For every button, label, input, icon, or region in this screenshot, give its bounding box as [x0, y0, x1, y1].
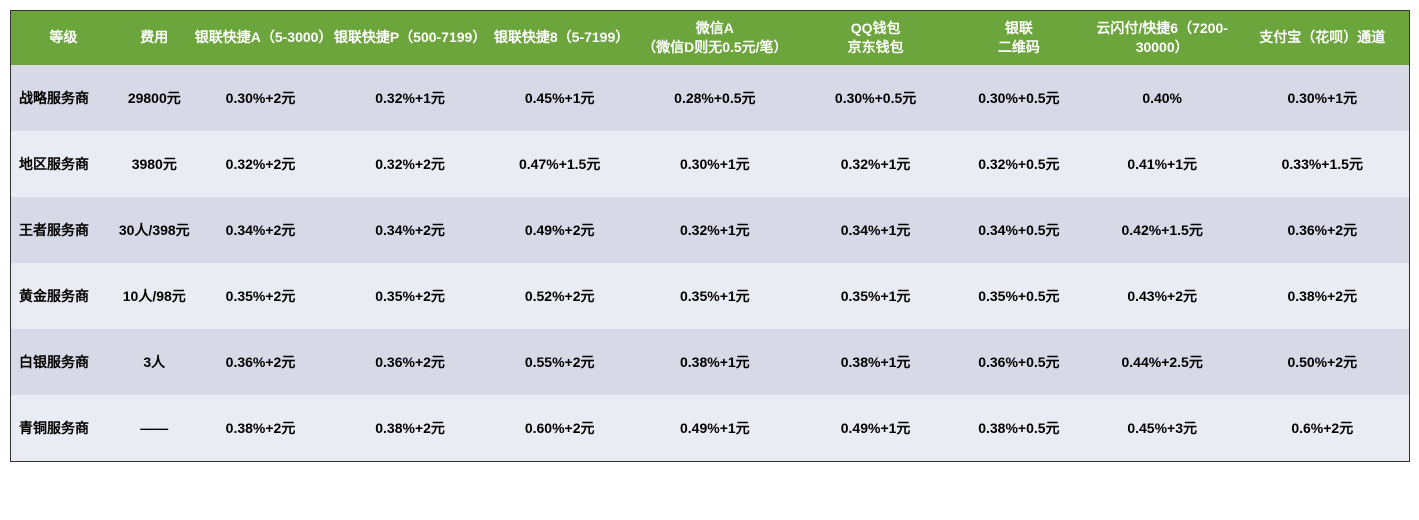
level-cell: 青铜服务商: [11, 395, 116, 461]
rate-cell: 0.28%+0.5元: [627, 65, 802, 131]
rate-cell: 0.40%: [1089, 65, 1236, 131]
level-cell: 地区服务商: [11, 131, 116, 197]
rate-cell: 0.38%+1元: [802, 329, 949, 395]
rate-cell: 0.6%+2元: [1236, 395, 1409, 461]
rate-cell: 0.36%+2元: [193, 329, 329, 395]
rate-cell: 0.36%+2元: [328, 329, 492, 395]
rate-cell: 0.34%+0.5元: [949, 197, 1089, 263]
fee-cell: 29800元: [116, 65, 193, 131]
rate-cell: 0.45%+3元: [1089, 395, 1236, 461]
rate-table-container: 等级费用银联快捷A（5-3000）银联快捷P（500-7199）银联快捷8（5-…: [10, 10, 1410, 462]
rate-cell: 0.38%+2元: [193, 395, 329, 461]
rate-cell: 0.32%+0.5元: [949, 131, 1089, 197]
table-header-row: 等级费用银联快捷A（5-3000）银联快捷P（500-7199）银联快捷8（5-…: [11, 11, 1409, 65]
rate-cell: 0.35%+1元: [802, 263, 949, 329]
fee-cell: 3980元: [116, 131, 193, 197]
rate-cell: 0.43%+2元: [1089, 263, 1236, 329]
rate-cell: 0.30%+0.5元: [802, 65, 949, 131]
rate-cell: 0.42%+1.5元: [1089, 197, 1236, 263]
rate-cell: 0.41%+1元: [1089, 131, 1236, 197]
rate-cell: 0.32%+1元: [627, 197, 802, 263]
col-header-8: 云闪付/快捷6（7200-30000）: [1089, 11, 1236, 65]
rate-cell: 0.38%+0.5元: [949, 395, 1089, 461]
table-row: 青铜服务商——0.38%+2元0.38%+2元0.60%+2元0.49%+1元0…: [11, 395, 1409, 461]
col-header-1: 费用: [116, 11, 193, 65]
rate-cell: 0.50%+2元: [1236, 329, 1409, 395]
rate-cell: 0.55%+2元: [492, 329, 628, 395]
rate-cell: 0.60%+2元: [492, 395, 628, 461]
rate-cell: 0.49%+2元: [492, 197, 628, 263]
rate-cell: 0.35%+1元: [627, 263, 802, 329]
col-header-6: QQ钱包京东钱包: [802, 11, 949, 65]
table-row: 王者服务商30人/398元0.34%+2元0.34%+2元0.49%+2元0.3…: [11, 197, 1409, 263]
rate-cell: 0.30%+0.5元: [949, 65, 1089, 131]
table-row: 地区服务商3980元0.32%+2元0.32%+2元0.47%+1.5元0.30…: [11, 131, 1409, 197]
col-header-5: 微信A（微信D则无0.5元/笔）: [627, 11, 802, 65]
table-row: 黄金服务商10人/98元0.35%+2元0.35%+2元0.52%+2元0.35…: [11, 263, 1409, 329]
rate-cell: 0.44%+2.5元: [1089, 329, 1236, 395]
rate-cell: 0.36%+0.5元: [949, 329, 1089, 395]
fee-cell: 30人/398元: [116, 197, 193, 263]
level-cell: 黄金服务商: [11, 263, 116, 329]
col-header-9: 支付宝（花呗）通道: [1236, 11, 1409, 65]
rate-cell: 0.33%+1.5元: [1236, 131, 1409, 197]
rate-cell: 0.34%+1元: [802, 197, 949, 263]
col-header-0: 等级: [11, 11, 116, 65]
rate-cell: 0.34%+2元: [328, 197, 492, 263]
rate-cell: 0.32%+1元: [328, 65, 492, 131]
rate-cell: 0.35%+2元: [193, 263, 329, 329]
rate-table: 等级费用银联快捷A（5-3000）银联快捷P（500-7199）银联快捷8（5-…: [11, 11, 1409, 461]
rate-cell: 0.35%+2元: [328, 263, 492, 329]
rate-cell: 0.32%+2元: [193, 131, 329, 197]
level-cell: 王者服务商: [11, 197, 116, 263]
rate-cell: 0.35%+0.5元: [949, 263, 1089, 329]
rate-cell: 0.30%+1元: [627, 131, 802, 197]
rate-cell: 0.49%+1元: [627, 395, 802, 461]
col-header-2: 银联快捷A（5-3000）: [193, 11, 329, 65]
table-row: 战略服务商29800元0.30%+2元0.32%+1元0.45%+1元0.28%…: [11, 65, 1409, 131]
fee-cell: 10人/98元: [116, 263, 193, 329]
rate-cell: 0.34%+2元: [193, 197, 329, 263]
col-header-3: 银联快捷P（500-7199）: [328, 11, 492, 65]
rate-cell: 0.30%+2元: [193, 65, 329, 131]
rate-cell: 0.52%+2元: [492, 263, 628, 329]
table-row: 白银服务商3人0.36%+2元0.36%+2元0.55%+2元0.38%+1元0…: [11, 329, 1409, 395]
rate-cell: 0.38%+2元: [328, 395, 492, 461]
rate-cell: 0.45%+1元: [492, 65, 628, 131]
rate-cell: 0.47%+1.5元: [492, 131, 628, 197]
fee-cell: 3人: [116, 329, 193, 395]
table-body: 战略服务商29800元0.30%+2元0.32%+1元0.45%+1元0.28%…: [11, 65, 1409, 461]
rate-cell: 0.32%+2元: [328, 131, 492, 197]
col-header-4: 银联快捷8（5-7199）: [492, 11, 628, 65]
level-cell: 战略服务商: [11, 65, 116, 131]
level-cell: 白银服务商: [11, 329, 116, 395]
rate-cell: 0.36%+2元: [1236, 197, 1409, 263]
rate-cell: 0.32%+1元: [802, 131, 949, 197]
col-header-7: 银联二维码: [949, 11, 1089, 65]
rate-cell: 0.49%+1元: [802, 395, 949, 461]
rate-cell: 0.38%+2元: [1236, 263, 1409, 329]
rate-cell: 0.30%+1元: [1236, 65, 1409, 131]
fee-cell: ——: [116, 395, 193, 461]
rate-cell: 0.38%+1元: [627, 329, 802, 395]
